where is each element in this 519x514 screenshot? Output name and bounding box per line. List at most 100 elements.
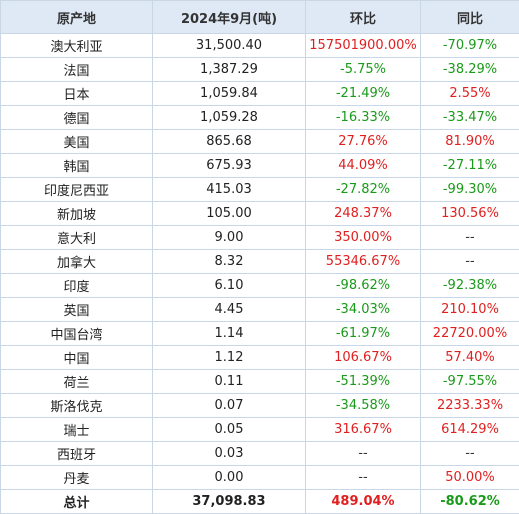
table-cell: 美国 <box>0 129 153 154</box>
table-row: 加拿大 8.32 55346.67% -- <box>0 249 519 274</box>
table-cell: 韩国 <box>0 153 153 178</box>
table-cell: 1.12 <box>152 345 306 370</box>
table-row: 英国 4.45 -34.03% 210.10% <box>0 297 519 322</box>
table-row: 韩国 675.93 44.09% -27.11% <box>0 153 519 178</box>
table-cell: 50.00% <box>420 465 519 490</box>
table-cell: 27.76% <box>305 129 421 154</box>
table-row: 荷兰 0.11 -51.39% -97.55% <box>0 369 519 394</box>
total-cell: 37,098.83 <box>152 489 306 514</box>
table-cell: -92.38% <box>420 273 519 298</box>
table-cell: -38.29% <box>420 57 519 82</box>
table-cell: 1,059.28 <box>152 105 306 130</box>
table-body: 澳大利亚 31,500.40 157501900.00% -70.97% 法国 1,387… <box>0 33 519 514</box>
table-cell: -99.30% <box>420 177 519 202</box>
table-cell: 斯洛伐克 <box>0 393 153 418</box>
table-cell: 8.32 <box>152 249 306 274</box>
table-cell: -- <box>420 225 519 250</box>
table-row: 美国 865.68 27.76% 81.90% <box>0 129 519 154</box>
table-row: 西班牙 0.03 -- -- <box>0 441 519 466</box>
total-cell: 总计 <box>0 489 153 514</box>
table-cell: 1.14 <box>152 321 306 346</box>
table-row: 中国台湾 1.14 -61.97% 22720.00% <box>0 321 519 346</box>
table-cell: 丹麦 <box>0 465 153 490</box>
table-cell: 4.45 <box>152 297 306 322</box>
table-cell: 印度 <box>0 273 153 298</box>
table-cell: 248.37% <box>305 201 421 226</box>
table-cell: 130.56% <box>420 201 519 226</box>
table-cell: 印度尼西亚 <box>0 177 153 202</box>
table-cell: -34.03% <box>305 297 421 322</box>
table-cell: 日本 <box>0 81 153 106</box>
table-cell: 1,059.84 <box>152 81 306 106</box>
table-cell: 德国 <box>0 105 153 130</box>
header-cell: 2024年9月(吨) <box>152 0 306 34</box>
table-cell: -- <box>305 465 421 490</box>
table-cell: 415.03 <box>152 177 306 202</box>
header-cell: 环比 <box>305 0 421 34</box>
table-cell: 新加坡 <box>0 201 153 226</box>
table-cell: 105.00 <box>152 201 306 226</box>
table-cell: -97.55% <box>420 369 519 394</box>
table-cell: -34.58% <box>305 393 421 418</box>
table-cell: 中国台湾 <box>0 321 153 346</box>
table-cell: 210.10% <box>420 297 519 322</box>
table-cell: 西班牙 <box>0 441 153 466</box>
table-cell: 0.03 <box>152 441 306 466</box>
table-cell: 1,387.29 <box>152 57 306 82</box>
table-cell: -51.39% <box>305 369 421 394</box>
total-row: 总计 37,098.83 489.04% -80.62% <box>0 489 519 514</box>
table-cell: 31,500.40 <box>152 33 306 58</box>
table-cell: 2233.33% <box>420 393 519 418</box>
table-row: 印度尼西亚 415.03 -27.82% -99.30% <box>0 177 519 202</box>
table-cell: -27.82% <box>305 177 421 202</box>
table-cell: 荷兰 <box>0 369 153 394</box>
table-cell: -61.97% <box>305 321 421 346</box>
table-cell: -98.62% <box>305 273 421 298</box>
table-cell: 22720.00% <box>420 321 519 346</box>
table-row: 意大利 9.00 350.00% -- <box>0 225 519 250</box>
table-cell: 350.00% <box>305 225 421 250</box>
table-cell: 中国 <box>0 345 153 370</box>
table-cell: 英国 <box>0 297 153 322</box>
header-cell: 原产地 <box>0 0 153 34</box>
table-cell: 55346.67% <box>305 249 421 274</box>
table-cell: -21.49% <box>305 81 421 106</box>
table-cell: -27.11% <box>420 153 519 178</box>
table-cell: 81.90% <box>420 129 519 154</box>
table-cell: -- <box>420 249 519 274</box>
total-cell: -80.62% <box>420 489 519 514</box>
table-row: 中国 1.12 106.67% 57.40% <box>0 345 519 370</box>
table-cell: -33.47% <box>420 105 519 130</box>
header-row: 原产地 2024年9月(吨) 环比 同比 <box>0 0 519 34</box>
table-row: 斯洛伐克 0.07 -34.58% 2233.33% <box>0 393 519 418</box>
table-cell: -- <box>420 441 519 466</box>
table-cell: 614.29% <box>420 417 519 442</box>
table-cell: 106.67% <box>305 345 421 370</box>
table-cell: -16.33% <box>305 105 421 130</box>
header-cell: 同比 <box>420 0 519 34</box>
table-cell: 0.05 <box>152 417 306 442</box>
table-row: 法国 1,387.29 -5.75% -38.29% <box>0 57 519 82</box>
table-row: 日本 1,059.84 -21.49% 2.55% <box>0 81 519 106</box>
table-cell: 澳大利亚 <box>0 33 153 58</box>
table-row: 丹麦 0.00 -- 50.00% <box>0 465 519 490</box>
table-cell: 57.40% <box>420 345 519 370</box>
table-row: 印度 6.10 -98.62% -92.38% <box>0 273 519 298</box>
table-row: 瑞士 0.05 316.67% 614.29% <box>0 417 519 442</box>
table-cell: 意大利 <box>0 225 153 250</box>
table-cell: -70.97% <box>420 33 519 58</box>
table-cell: 44.09% <box>305 153 421 178</box>
table-cell: 6.10 <box>152 273 306 298</box>
table-cell: 2.55% <box>420 81 519 106</box>
table-cell: 0.00 <box>152 465 306 490</box>
table-row: 德国 1,059.28 -16.33% -33.47% <box>0 105 519 130</box>
table-cell: 瑞士 <box>0 417 153 442</box>
table-cell: 9.00 <box>152 225 306 250</box>
table-cell: 316.67% <box>305 417 421 442</box>
table-cell: 法国 <box>0 57 153 82</box>
table-cell: 157501900.00% <box>305 33 421 58</box>
table-cell: -5.75% <box>305 57 421 82</box>
table-cell: 加拿大 <box>0 249 153 274</box>
